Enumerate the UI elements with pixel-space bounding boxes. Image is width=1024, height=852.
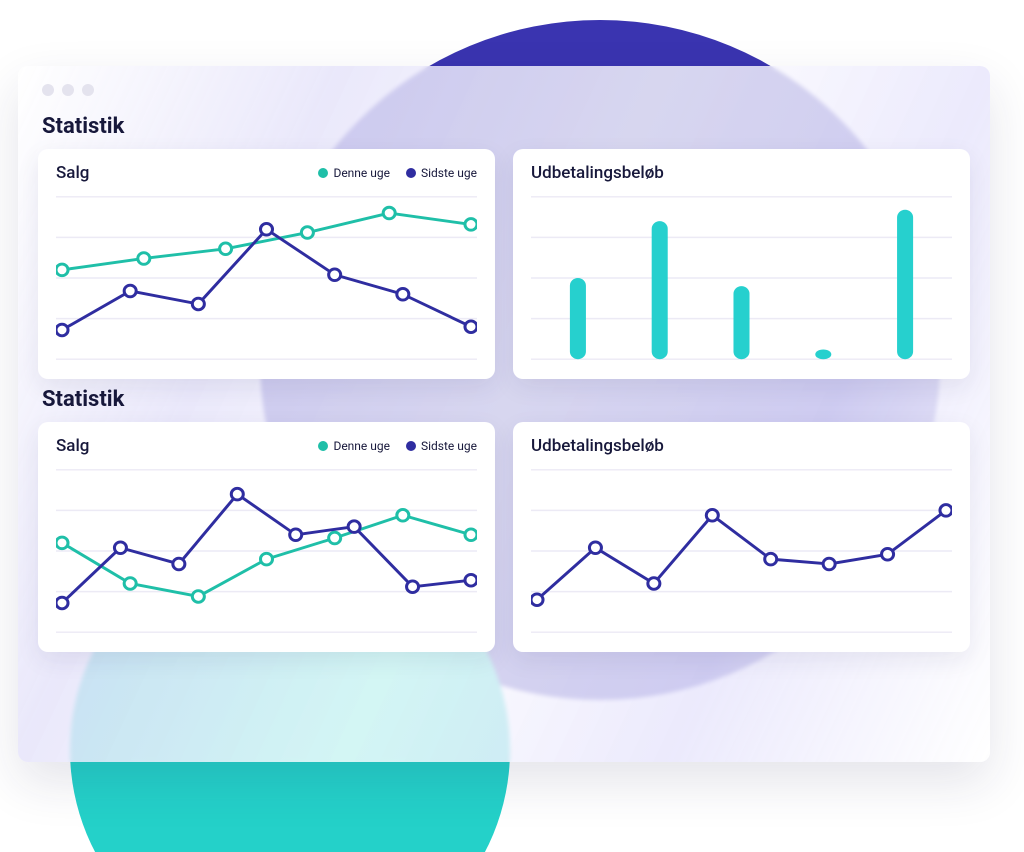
chart-plot [531,191,952,365]
series-line [62,229,471,330]
series-marker [706,509,718,521]
card-row: Salg Denne uge Sidste uge Udbetalingsbeløb [38,422,970,652]
series-marker [348,521,360,533]
card-title: Udbetalingsbeløb [531,436,664,456]
card-header: Udbetalingsbeløb [531,436,952,456]
series-marker [192,298,204,310]
series-marker [301,227,313,239]
chart-legend: Denne uge Sidste uge [318,166,477,180]
card-row: Salg Denne uge Sidste uge Udbetalingsbeløb [38,149,970,379]
series-marker [56,264,68,276]
series-line [62,213,471,270]
bar [570,278,586,359]
bar [733,286,749,359]
series-marker [465,574,477,586]
series-marker [531,594,543,606]
series-marker [329,532,341,544]
chart-plot [531,464,952,638]
legend-label: Sidste uge [421,439,477,453]
dashboard-window: Statistik Salg Denne uge Sidste uge Udbetali… [18,66,990,762]
series-marker [220,243,232,255]
bar [815,349,831,359]
window-dot[interactable] [62,84,74,96]
series-marker [589,542,601,554]
chart-legend: Denne uge Sidste uge [318,439,477,453]
stats-card: Salg Denne uge Sidste uge [38,422,495,652]
series-marker [173,558,185,570]
legend-item: Denne uge [318,166,390,180]
series-marker [823,558,835,570]
series-marker [260,223,272,235]
series-marker [192,591,204,603]
stats-card: Salg Denne uge Sidste uge [38,149,495,379]
card-header: Salg Denne uge Sidste uge [56,163,477,183]
series-marker [465,321,477,333]
series-marker [56,324,68,336]
legend-label: Denne uge [333,439,390,453]
legend-label: Sidste uge [421,166,477,180]
stats-card: Udbetalingsbeløb [513,422,970,652]
series-marker [465,529,477,541]
series-marker [648,578,660,590]
chart-plot [56,191,477,365]
bar [652,221,668,359]
series-marker [124,578,136,590]
chart-plot [56,464,477,638]
card-title: Salg [56,436,89,456]
series-marker [329,269,341,281]
series-marker [407,581,419,593]
series-marker [397,288,409,300]
series-marker [383,207,395,219]
series-marker [397,509,409,521]
card-title: Salg [56,163,89,183]
window-titlebar [38,80,970,106]
bar [897,210,913,359]
series-marker [940,505,952,517]
legend-dot-icon [318,441,328,451]
series-marker [138,253,150,265]
card-header: Salg Denne uge Sidste uge [56,436,477,456]
series-marker [882,548,894,560]
legend-dot-icon [406,441,416,451]
legend-dot-icon [318,168,328,178]
legend-dot-icon [406,168,416,178]
card-header: Udbetalingsbeløb [531,163,952,183]
series-marker [465,219,477,231]
stats-card: Udbetalingsbeløb [513,149,970,379]
series-marker [56,537,68,549]
legend-item: Sidste uge [406,166,477,180]
window-content: Statistik Salg Denne uge Sidste uge Udbetali… [38,106,970,652]
legend-item: Denne uge [318,439,390,453]
series-marker [56,597,68,609]
window-dot[interactable] [42,84,54,96]
stage: Statistik Salg Denne uge Sidste uge Udbetali… [0,0,1024,852]
series-marker [290,529,302,541]
series-marker [124,285,136,297]
series-marker [765,553,777,565]
legend-item: Sidste uge [406,439,477,453]
series-marker [260,553,272,565]
legend-label: Denne uge [333,166,390,180]
section-heading: Statistik [42,387,970,412]
series-marker [231,488,243,500]
card-title: Udbetalingsbeløb [531,163,664,183]
series-marker [114,542,126,554]
section-heading: Statistik [42,114,970,139]
window-dot[interactable] [82,84,94,96]
